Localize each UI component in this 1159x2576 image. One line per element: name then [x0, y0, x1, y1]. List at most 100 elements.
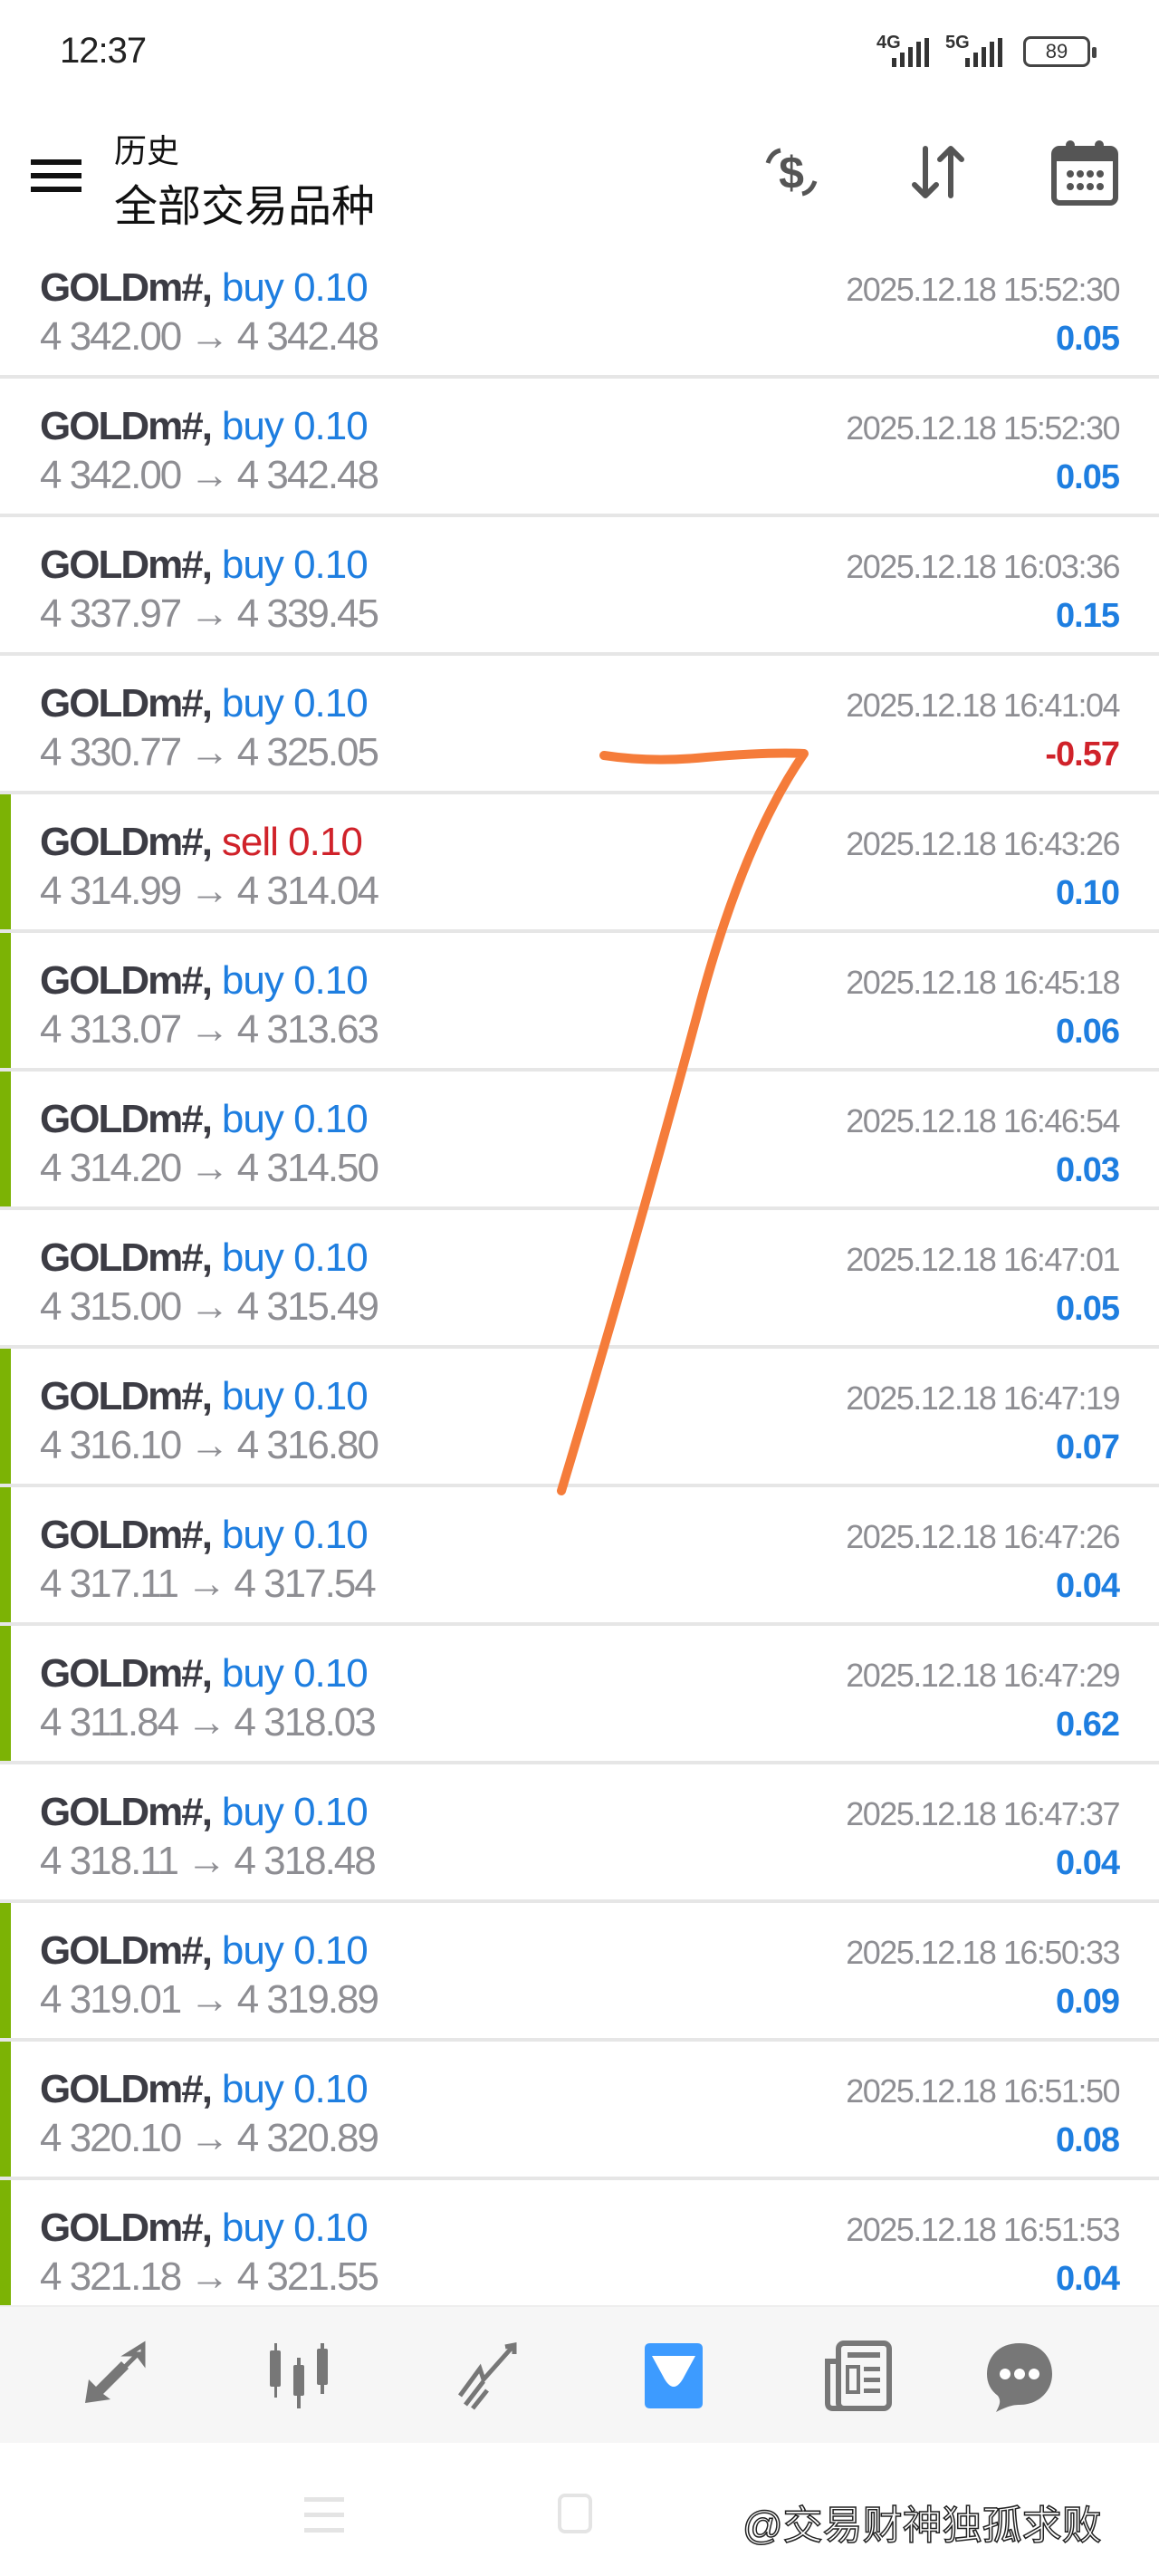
news-icon[interactable]	[822, 2340, 895, 2412]
trade-time: 2025.12.18 16:03:36	[846, 548, 1120, 585]
symbol-label: GOLDm#,	[40, 265, 213, 310]
trade-row[interactable]: GOLDm#, buy 0.10 4 315.00 → 4 315.49 2025…	[0, 1210, 1159, 1349]
row-marker	[0, 1626, 11, 1761]
symbol-label: GOLDm#,	[40, 1097, 213, 1141]
trade-symbol: GOLDm#, sell 0.10	[40, 820, 363, 865]
trade-row[interactable]: GOLDm#, buy 0.10 4 337.97 → 4 339.45 2025…	[0, 517, 1159, 656]
row-marker	[0, 933, 11, 1068]
symbol-label: GOLDm#,	[40, 404, 213, 448]
trade-prices: 4 330.77 → 4 325.05	[40, 730, 379, 774]
status-bar: 12:37 4G 5G 89	[0, 0, 1159, 109]
trade-prices: 4 319.01 → 4 319.89	[40, 1977, 379, 2022]
trade-side: buy 0.10	[221, 1097, 369, 1141]
menu-icon[interactable]	[31, 159, 81, 192]
trade-row[interactable]: GOLDm#, sell 0.10 4 314.99 → 4 314.04 202…	[0, 794, 1159, 933]
svg-text:$: $	[779, 148, 804, 198]
trade-profit: 0.08	[1056, 2121, 1120, 2159]
trade-icon[interactable]	[453, 2340, 525, 2412]
history-icon[interactable]	[637, 2340, 710, 2412]
quotes-icon[interactable]	[80, 2340, 152, 2412]
watermark: @交易财神独孤求败	[742, 2503, 1102, 2549]
trade-symbol: GOLDm#, buy 0.10	[40, 1651, 369, 1697]
calendar-icon[interactable]	[1049, 136, 1121, 208]
trade-prices: 4 342.00 → 4 342.48	[40, 453, 379, 497]
trade-row[interactable]: GOLDm#, buy 0.10 4 342.00 → 4 342.48 2025…	[0, 240, 1159, 379]
trade-side: buy 0.10	[221, 404, 369, 448]
trade-time: 2025.12.18 16:51:53	[846, 2211, 1120, 2248]
trade-time: 2025.12.18 16:47:29	[846, 1657, 1120, 1694]
trade-time: 2025.12.18 15:52:30	[846, 271, 1120, 308]
trade-time: 2025.12.18 16:45:18	[846, 964, 1120, 1001]
trade-row[interactable]: GOLDm#, buy 0.10 4 321.18 → 4 321.55 2025…	[0, 2180, 1159, 2319]
network-5g-label: 5G	[945, 33, 970, 53]
trade-row[interactable]: GOLDm#, buy 0.10 4 342.00 → 4 342.48 2025…	[0, 379, 1159, 517]
chat-icon[interactable]	[983, 2340, 1056, 2412]
trade-prices: 4 320.10 → 4 320.89	[40, 2116, 379, 2160]
trade-symbol: GOLDm#, buy 0.10	[40, 543, 369, 588]
trade-side: sell 0.10	[221, 820, 363, 864]
currency-exchange-icon[interactable]: $	[755, 136, 828, 208]
system-navigation-bar	[0, 2443, 1159, 2576]
trade-symbol: GOLDm#, buy 0.10	[40, 1513, 369, 1558]
trade-side: buy 0.10	[221, 265, 369, 310]
row-marker	[0, 1487, 11, 1622]
trade-row[interactable]: GOLDm#, buy 0.10 4 320.10 → 4 320.89 2025…	[0, 2042, 1159, 2180]
trade-row[interactable]: GOLDm#, buy 0.10 4 317.11 → 4 317.54 2025…	[0, 1487, 1159, 1626]
signal-icon	[892, 38, 929, 67]
battery-icon: 89	[1023, 36, 1097, 67]
trade-time: 2025.12.18 16:43:26	[846, 825, 1120, 862]
trade-time: 2025.12.18 16:47:37	[846, 1795, 1120, 1832]
trade-side: buy 0.10	[221, 1235, 369, 1280]
trade-side: buy 0.10	[221, 681, 369, 726]
trade-row[interactable]: GOLDm#, buy 0.10 4 318.11 → 4 318.48 2025…	[0, 1764, 1159, 1903]
bottom-navigation	[0, 2305, 1159, 2443]
trade-prices: 4 315.00 → 4 315.49	[40, 1284, 379, 1329]
symbol-label: GOLDm#,	[40, 1651, 213, 1696]
symbol-label: GOLDm#,	[40, 681, 213, 726]
trade-side: buy 0.10	[221, 1790, 369, 1834]
symbol-label: GOLDm#,	[40, 2206, 213, 2250]
trade-profit: 0.10	[1056, 874, 1120, 912]
trade-row[interactable]: GOLDm#, buy 0.10 4 319.01 → 4 319.89 2025…	[0, 1903, 1159, 2042]
trade-symbol: GOLDm#, buy 0.10	[40, 1790, 369, 1835]
symbol-label: GOLDm#,	[40, 958, 213, 1003]
trade-prices: 4 342.00 → 4 342.48	[40, 314, 379, 359]
trade-profit: 0.07	[1056, 1428, 1120, 1466]
trade-row[interactable]: GOLDm#, buy 0.10 4 311.84 → 4 318.03 2025…	[0, 1626, 1159, 1764]
trade-row[interactable]: GOLDm#, buy 0.10 4 314.20 → 4 314.50 2025…	[0, 1072, 1159, 1210]
row-marker	[0, 1072, 11, 1206]
trade-symbol: GOLDm#, buy 0.10	[40, 2206, 369, 2251]
trade-side: buy 0.10	[221, 543, 369, 587]
trade-prices: 4 314.99 → 4 314.04	[40, 869, 379, 913]
trade-prices: 4 316.10 → 4 316.80	[40, 1423, 379, 1467]
symbol-label: GOLDm#,	[40, 543, 213, 587]
trade-side: buy 0.10	[221, 958, 369, 1003]
trade-side: buy 0.10	[221, 1513, 369, 1557]
trade-symbol: GOLDm#, buy 0.10	[40, 404, 369, 449]
home-button[interactable]	[558, 2494, 592, 2533]
trade-row[interactable]: GOLDm#, buy 0.10 4 313.07 → 4 313.63 2025…	[0, 933, 1159, 1072]
trade-symbol: GOLDm#, buy 0.10	[40, 1928, 369, 1974]
trade-prices: 4 317.11 → 4 317.54	[40, 1562, 377, 1606]
symbol-label: GOLDm#,	[40, 1374, 213, 1418]
trade-side: buy 0.10	[221, 2206, 369, 2250]
trade-profit: 0.62	[1056, 1706, 1120, 1744]
trade-time: 2025.12.18 16:51:50	[846, 2072, 1120, 2110]
sort-icon[interactable]	[902, 136, 974, 208]
trade-profit: 0.15	[1056, 597, 1120, 635]
trade-row[interactable]: GOLDm#, buy 0.10 4 330.77 → 4 325.05 2025…	[0, 656, 1159, 794]
trade-prices: 4 337.97 → 4 339.45	[40, 591, 379, 636]
row-marker	[0, 794, 11, 929]
trade-prices: 4 311.84 → 4 318.03	[40, 1700, 377, 1745]
network-4g-label: 4G	[876, 33, 901, 53]
trade-row[interactable]: GOLDm#, buy 0.10 4 316.10 → 4 316.80 2025…	[0, 1349, 1159, 1487]
chart-icon[interactable]	[264, 2340, 337, 2412]
trade-prices: 4 313.07 → 4 313.63	[40, 1007, 379, 1052]
trade-profit: 0.05	[1056, 1290, 1120, 1328]
recent-apps-icon[interactable]	[304, 2497, 344, 2533]
app-header: 历史 全部交易品种 $	[0, 109, 1159, 240]
trade-profit: 0.05	[1056, 320, 1120, 358]
page-title[interactable]: 全部交易品种	[114, 183, 376, 231]
trade-symbol: GOLDm#, buy 0.10	[40, 2067, 369, 2112]
symbol-label: GOLDm#,	[40, 1790, 213, 1834]
